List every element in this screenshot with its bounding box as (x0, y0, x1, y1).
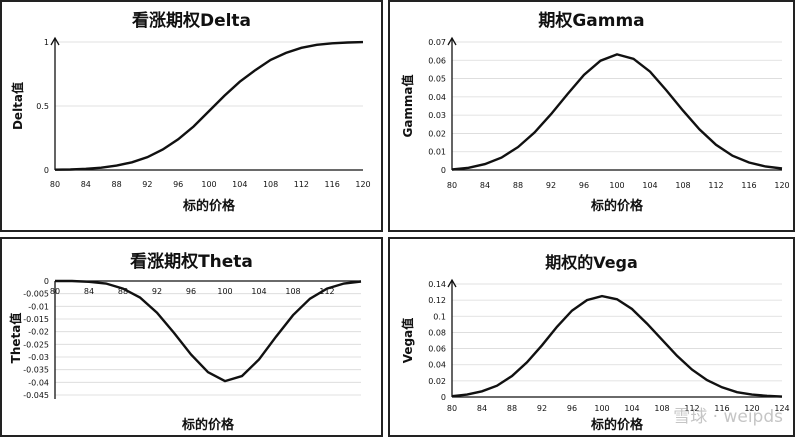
y-tick-label: 0 (441, 393, 446, 402)
y-tick-label: 0.5 (36, 102, 49, 111)
y-tick-label: 0.07 (428, 38, 446, 47)
x-tick-label: 96 (186, 287, 196, 296)
y-tick-label: 0.02 (428, 129, 446, 138)
theta-chart: 0 -0.005 -0.01 -0.015 -0.02 -0.025 -0.03 -0.035… (8, 251, 362, 433)
x-tick-label: 112 (684, 404, 699, 413)
y-tick-label: -0.015 (23, 315, 49, 324)
theta-chart-panel: 0 -0.005 -0.01 -0.015 -0.02 -0.025 -0.03 -0.035… (0, 237, 383, 437)
x-tick-label: 96 (173, 180, 183, 189)
x-tick-label: 112 (294, 180, 309, 189)
x-tick-label: 84 (84, 287, 94, 296)
x-tick-label: 96 (579, 181, 589, 190)
y-axis-label: Theta值 (8, 313, 23, 364)
x-axis-label: 标的价格 (182, 198, 236, 214)
x-tick-label: 116 (325, 180, 340, 189)
x-tick-label: 92 (142, 180, 152, 189)
x-tick-label: 92 (546, 181, 556, 190)
chart-title: 期权Gamma (538, 10, 644, 31)
y-tick-label: 0.05 (428, 75, 446, 84)
x-tick-label: 108 (263, 180, 278, 189)
chart-title: 看涨期权Delta (131, 10, 251, 31)
y-tick-label: -0.035 (23, 366, 49, 375)
x-tick-label: 120 (355, 180, 370, 189)
y-tick-label: 0 (44, 277, 49, 286)
x-tick-label: 116 (741, 181, 756, 190)
delta-chart: 0 0.5 1 80 84 88 92 96 100 104 108 112 116 120 看涨期权Del… (10, 10, 371, 214)
series-line (451, 294, 783, 398)
y-tick-label: 0.1 (433, 312, 446, 321)
x-tick-label: 80 (50, 180, 60, 189)
y-axis-label: Vega值 (400, 318, 415, 363)
x-tick-label: 88 (507, 404, 517, 413)
series-line (451, 53, 783, 171)
x-tick-label: 124 (774, 404, 789, 413)
series-line (55, 279, 362, 383)
x-tick-label: 120 (774, 181, 789, 190)
x-tick-label: 120 (744, 404, 759, 413)
x-tick-label: 92 (152, 287, 162, 296)
y-tick-label: 1 (44, 38, 49, 47)
vega-chart: 0 0.02 0.04 0.06 0.08 0.1 0.12 0.14 80 84 88 92 96 10… (400, 253, 790, 433)
x-tick-label: 100 (594, 404, 609, 413)
y-tick-label: -0.03 (28, 353, 49, 362)
y-axis-arrow (50, 36, 60, 46)
y-axis-label: Delta值 (10, 82, 25, 130)
x-tick-label: 100 (201, 180, 216, 189)
x-tick-label: 104 (642, 181, 657, 190)
y-tick-label: -0.02 (28, 328, 49, 337)
y-tick-label: 0 (441, 166, 446, 175)
x-tick-label: 116 (714, 404, 729, 413)
gamma-chart: 0 0.01 0.02 0.03 0.04 0.05 0.06 0.07 80 84 88 92 96 1… (400, 10, 790, 214)
x-tick-label: 100 (609, 181, 624, 190)
y-axis-arrow (447, 278, 457, 288)
y-tick-label: 0.01 (428, 148, 446, 157)
x-tick-label: 88 (513, 181, 523, 190)
y-tick-label: 0.06 (428, 56, 446, 65)
x-tick-label: 108 (654, 404, 669, 413)
series-line (54, 40, 364, 171)
y-tick-label: 0.08 (428, 328, 446, 337)
gamma-chart-panel: 0 0.01 0.02 0.03 0.04 0.05 0.06 0.07 80 84 88 92 96 1… (388, 0, 795, 232)
chart-title: 看涨期权Theta (129, 251, 253, 272)
y-tick-label: 0.02 (428, 377, 446, 386)
x-tick-label: 88 (112, 180, 122, 189)
x-tick-label: 92 (537, 404, 547, 413)
x-tick-label: 96 (567, 404, 577, 413)
x-tick-label: 84 (81, 180, 91, 189)
x-tick-label: 108 (675, 181, 690, 190)
x-axis-label: 标的价格 (590, 417, 644, 433)
y-tick-label: -0.01 (28, 302, 49, 311)
y-tick-label: 0.14 (428, 280, 446, 289)
y-tick-label: 0.04 (428, 361, 446, 370)
delta-chart-panel: 0 0.5 1 80 84 88 92 96 100 104 108 112 116 120 看涨期权Del… (0, 0, 383, 232)
y-tick-label: -0.005 (23, 290, 49, 299)
x-tick-label: 104 (232, 180, 247, 189)
y-tick-label: 0 (44, 166, 49, 175)
x-tick-label: 80 (447, 404, 457, 413)
x-tick-label: 112 (319, 287, 334, 296)
y-tick-label: 0.03 (428, 111, 446, 120)
x-tick-label: 112 (708, 181, 723, 190)
x-tick-label: 104 (251, 287, 266, 296)
chart-title: 期权的Vega (545, 253, 638, 272)
y-tick-label: -0.025 (23, 340, 49, 349)
y-tick-label: 0.04 (428, 93, 446, 102)
watermark: 雪球 · weipds (673, 407, 783, 427)
x-tick-label: 108 (285, 287, 300, 296)
x-tick-label: 104 (624, 404, 639, 413)
x-tick-label: 88 (118, 287, 128, 296)
vega-chart-panel: 0 0.02 0.04 0.06 0.08 0.1 0.12 0.14 80 84 88 92 96 10… (388, 237, 795, 437)
x-axis-label: 标的价格 (181, 417, 235, 433)
y-axis-arrow (447, 36, 457, 46)
x-tick-label: 84 (477, 404, 487, 413)
y-tick-label: -0.045 (23, 391, 49, 400)
y-tick-label: 0.06 (428, 345, 446, 354)
x-tick-label: 84 (480, 181, 490, 190)
x-axis-label: 标的价格 (590, 198, 644, 214)
x-tick-label: 100 (217, 287, 232, 296)
y-tick-label: 0.12 (428, 296, 446, 305)
y-axis-label: Gamma值 (400, 74, 415, 137)
x-tick-label: 80 (447, 181, 457, 190)
y-tick-label: -0.04 (28, 378, 49, 387)
